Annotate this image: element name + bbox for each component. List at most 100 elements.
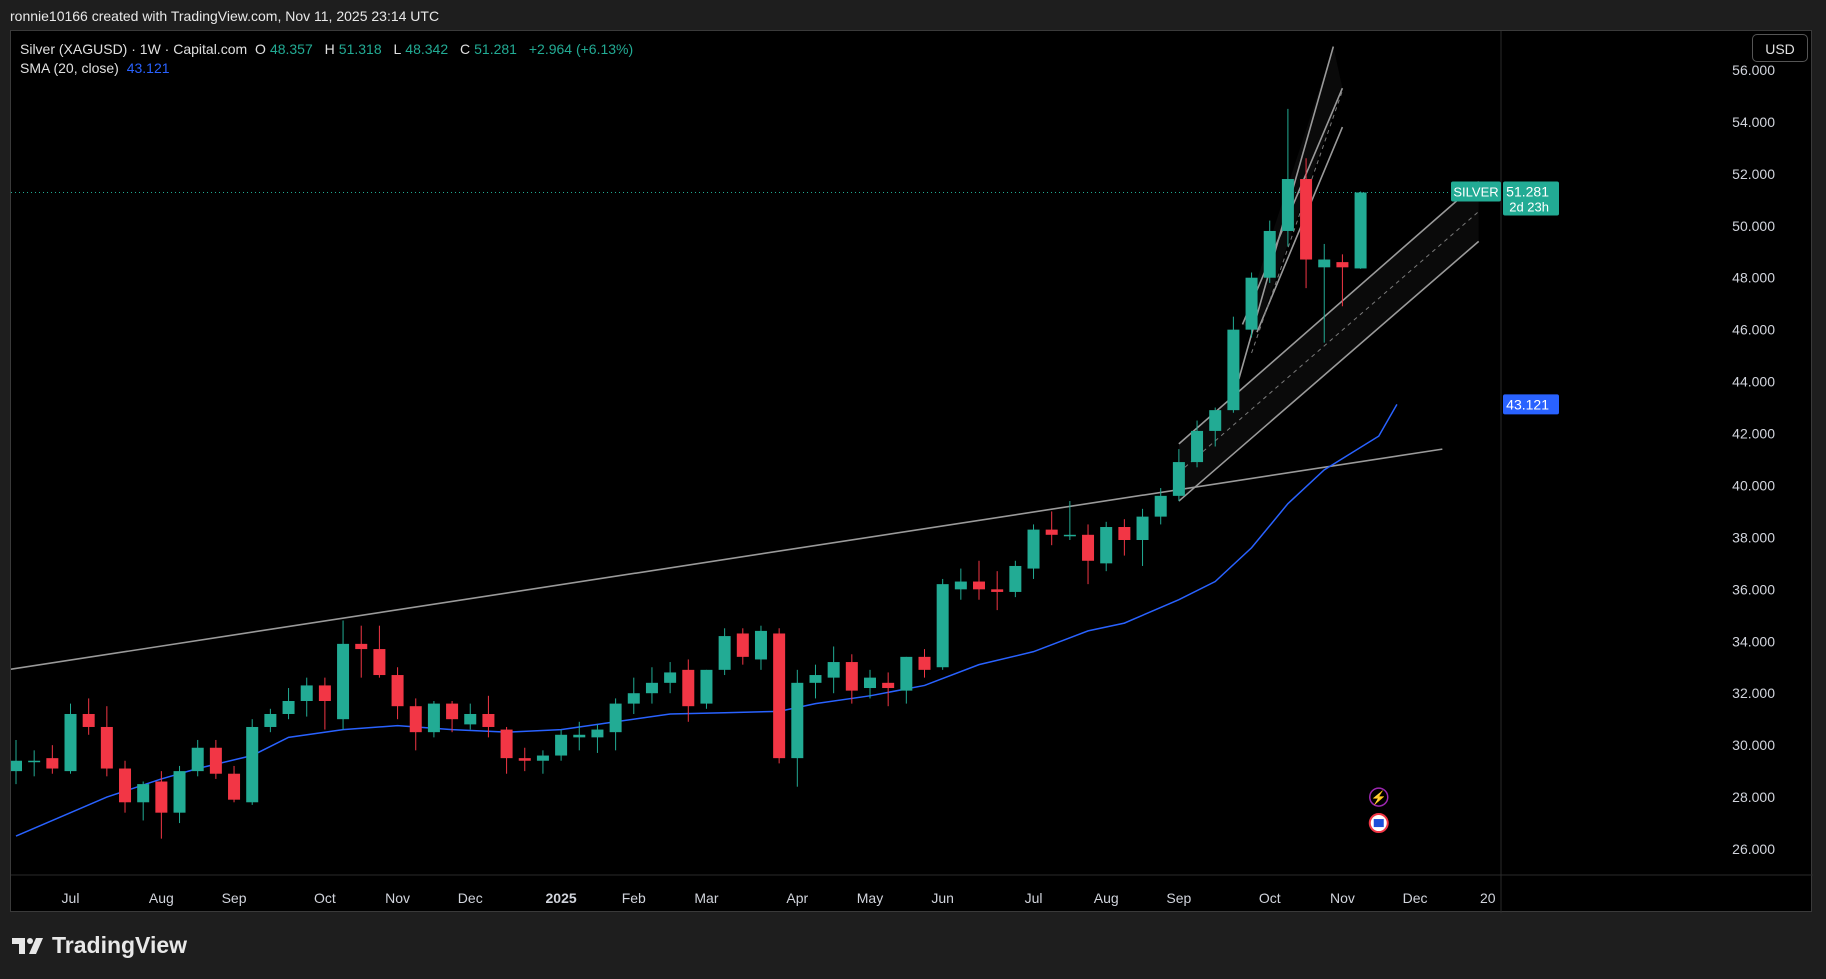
earnings-event-icon[interactable] <box>1369 787 1389 807</box>
symbol-title[interactable]: Silver (XAGUSD) · 1W · Capital.com <box>20 41 248 57</box>
candle[interactable] <box>682 669 695 707</box>
candle[interactable] <box>1209 410 1222 431</box>
trendline[interactable] <box>1178 181 1480 445</box>
candle[interactable] <box>773 633 786 759</box>
candle[interactable] <box>264 713 277 727</box>
candle[interactable] <box>954 581 967 590</box>
candle[interactable] <box>754 630 767 660</box>
candle[interactable] <box>300 685 313 702</box>
candle[interactable] <box>500 729 513 759</box>
candle[interactable] <box>1300 179 1313 260</box>
candle[interactable] <box>863 677 876 689</box>
candle[interactable] <box>627 693 640 704</box>
candle[interactable] <box>1136 516 1149 540</box>
candle[interactable] <box>845 662 858 691</box>
currency-button[interactable]: USD <box>1752 34 1808 62</box>
candle[interactable] <box>282 701 295 714</box>
tradingview-logo-icon <box>12 937 43 954</box>
candle[interactable] <box>1100 527 1113 564</box>
candlestick-chart[interactable]: 26.000 28.000 30.000 32.000 34.000 36.000 38.0… <box>11 31 1813 913</box>
candle[interactable] <box>555 734 568 756</box>
trendline[interactable] <box>1178 240 1480 502</box>
candle[interactable] <box>591 729 604 738</box>
candle[interactable] <box>918 656 931 670</box>
candle[interactable] <box>1082 534 1095 561</box>
candle[interactable] <box>355 643 368 650</box>
candle[interactable] <box>82 713 95 727</box>
candle[interactable] <box>1318 259 1331 268</box>
candle[interactable] <box>609 703 622 733</box>
y-tick-label: 44.000 <box>1732 374 1775 390</box>
candle[interactable] <box>1281 179 1294 231</box>
tradingview-logo[interactable]: TradingView <box>12 932 187 959</box>
candle[interactable] <box>718 636 731 670</box>
candle[interactable] <box>100 726 113 769</box>
x-tick-label: Aug <box>1094 890 1119 906</box>
candle[interactable] <box>11 760 22 772</box>
candle[interactable] <box>64 713 77 772</box>
candle[interactable] <box>1245 277 1258 330</box>
candle[interactable] <box>482 713 495 727</box>
candle[interactable] <box>791 682 804 759</box>
low-label: L <box>393 41 402 57</box>
candle[interactable] <box>1045 529 1058 535</box>
x-tick-label: Nov <box>1330 890 1355 906</box>
candle[interactable] <box>446 703 459 720</box>
y-tick-label: 42.000 <box>1732 426 1775 442</box>
candle[interactable] <box>209 747 222 774</box>
candle[interactable] <box>1263 230 1276 278</box>
candle[interactable] <box>900 656 913 691</box>
candle[interactable] <box>46 758 59 769</box>
candle[interactable] <box>28 760 41 763</box>
candle[interactable] <box>228 773 241 800</box>
candle[interactable] <box>736 633 749 657</box>
candle[interactable] <box>1027 529 1040 569</box>
candle[interactable] <box>427 703 440 733</box>
candle[interactable] <box>936 584 949 668</box>
candle[interactable] <box>1154 495 1167 517</box>
candle[interactable] <box>155 781 168 813</box>
trendline[interactable] <box>1256 126 1344 333</box>
candle[interactable] <box>246 726 259 803</box>
sma-line[interactable] <box>15 404 1398 837</box>
trendline[interactable] <box>11 448 1443 671</box>
candle[interactable] <box>137 784 150 803</box>
candle[interactable] <box>991 589 1004 592</box>
price-tag-bg <box>1503 181 1559 216</box>
candle[interactable] <box>1336 262 1349 268</box>
candle[interactable] <box>809 675 822 683</box>
candle[interactable] <box>119 768 132 803</box>
candle[interactable] <box>373 649 386 676</box>
x-tick-label: Mar <box>694 890 718 906</box>
candle[interactable] <box>973 581 986 590</box>
y-tick-label: 52.000 <box>1732 166 1775 182</box>
x-tick-label: Nov <box>385 890 410 906</box>
x-tick-label: Feb <box>622 890 646 906</box>
price-tag-value: 51.281 <box>1506 184 1549 200</box>
candle[interactable] <box>1191 430 1204 463</box>
candle[interactable] <box>827 662 840 678</box>
candle[interactable] <box>1009 565 1022 592</box>
candle[interactable] <box>1354 192 1367 269</box>
candle[interactable] <box>464 713 477 725</box>
candle[interactable] <box>518 758 531 761</box>
candle[interactable] <box>536 755 549 761</box>
candle[interactable] <box>391 675 404 707</box>
candle[interactable] <box>1063 534 1076 537</box>
candle[interactable] <box>173 771 186 813</box>
sma-label[interactable]: SMA (20, close) <box>20 60 119 76</box>
candle[interactable] <box>573 734 586 738</box>
candle[interactable] <box>645 682 658 694</box>
candle[interactable] <box>409 706 422 733</box>
candle[interactable] <box>191 747 204 772</box>
candle[interactable] <box>1172 462 1185 496</box>
candle[interactable] <box>337 643 350 720</box>
candle[interactable] <box>882 682 895 689</box>
channel-midline <box>1178 211 1480 473</box>
candle[interactable] <box>318 685 331 702</box>
chart-frame[interactable]: 26.000 28.000 30.000 32.000 34.000 36.000 38.0… <box>10 30 1813 913</box>
candle[interactable] <box>1227 329 1240 411</box>
candle[interactable] <box>1118 527 1131 540</box>
candle[interactable] <box>700 669 713 704</box>
candle[interactable] <box>664 672 677 683</box>
